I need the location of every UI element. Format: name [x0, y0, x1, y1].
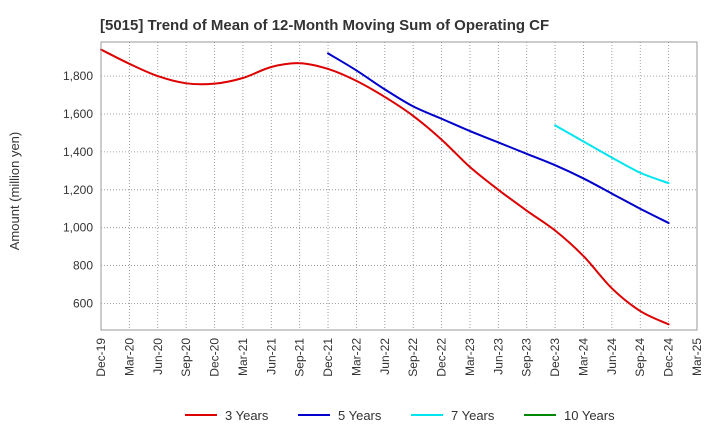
x-tick-label: Mar-24	[576, 338, 590, 376]
x-tick-label: Sep-20	[179, 338, 193, 377]
x-tick-label: Dec-21	[321, 338, 335, 377]
y-tick-labels: 600 800 1,000 1,200 1,400 1,600 1,800	[63, 69, 93, 310]
y-tick-label: 1,600	[63, 107, 93, 121]
legend-label-3-years: 3 Years	[225, 408, 269, 423]
x-tick-label: Dec-23	[548, 338, 562, 377]
y-tick-label: 1,200	[63, 183, 93, 197]
legend-label-10-years: 10 Years	[564, 408, 615, 423]
y-tick-label: 1,400	[63, 145, 93, 159]
series-line-5-years	[327, 52, 670, 224]
x-tick-label: Sep-24	[633, 338, 647, 377]
x-tick-label: Jun-20	[151, 338, 165, 375]
legend-label-7-years: 7 Years	[451, 408, 495, 423]
x-tick-label: Sep-21	[293, 338, 307, 377]
x-tick-label: Dec-19	[94, 338, 108, 377]
x-tick-label: Dec-22	[435, 338, 449, 377]
x-tick-label: Mar-21	[236, 338, 250, 376]
x-tick-labels: Dec-19 Mar-20 Jun-20 Sep-20 Dec-20 Mar-21 Jun-…	[94, 338, 704, 377]
x-tick-label: Dec-20	[208, 338, 222, 377]
x-tick-label: Sep-23	[520, 338, 534, 377]
x-tick-label: Dec-24	[662, 338, 676, 377]
y-tick-label: 1,800	[63, 69, 93, 83]
legend-label-5-years: 5 Years	[338, 408, 382, 423]
y-axis-label: Amount (million yen)	[7, 132, 22, 251]
x-tick-label: Jun-23	[491, 338, 505, 375]
grid-layer	[100, 42, 698, 330]
x-tick-label: Mar-25	[690, 338, 704, 376]
plot-frame	[100, 41, 698, 331]
x-tick-label: Mar-22	[349, 338, 363, 376]
x-tick-label: Mar-20	[122, 338, 136, 376]
y-tick-label: 600	[73, 296, 93, 310]
series-line-3-years	[100, 48, 670, 326]
x-tick-label: Jun-21	[264, 338, 278, 375]
chart-title: [5015] Trend of Mean of 12-Month Moving …	[100, 17, 549, 34]
series-line-7-years	[554, 124, 670, 185]
x-tick-label: Sep-22	[406, 338, 420, 377]
y-tick-label: 1,000	[63, 221, 93, 235]
series-layer	[100, 48, 670, 326]
legend: 3 Years 5 Years 7 Years 10 Years	[185, 408, 615, 423]
x-tick-label: Jun-22	[378, 338, 392, 375]
x-tick-label: Mar-23	[463, 338, 477, 376]
y-tick-label: 800	[73, 259, 93, 273]
x-tick-label: Jun-24	[605, 338, 619, 375]
